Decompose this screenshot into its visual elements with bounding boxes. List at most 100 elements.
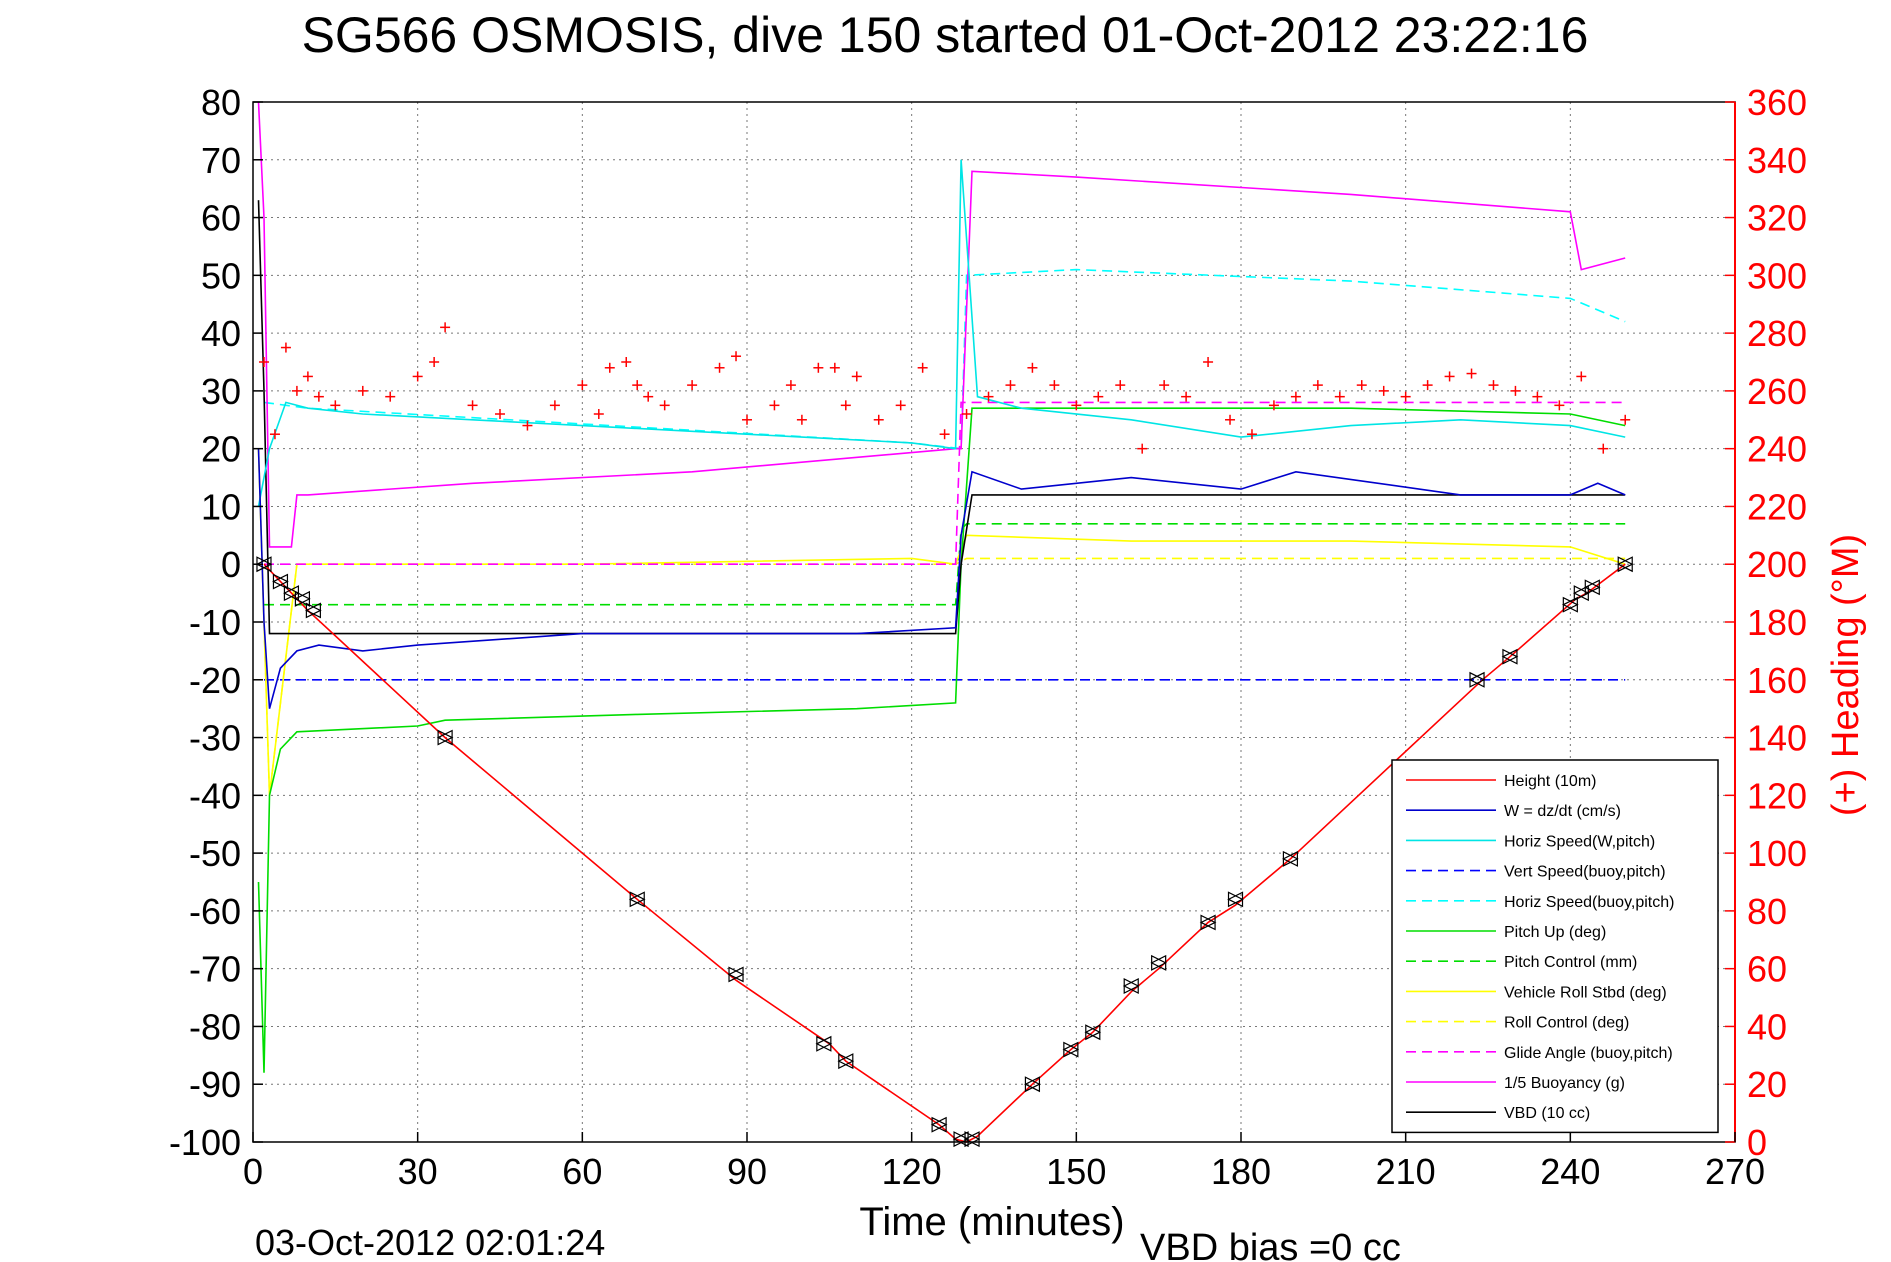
x-tick-label: 210 (1376, 1151, 1436, 1192)
legend-label: Vehicle Roll Stbd (deg) (1504, 984, 1667, 1001)
timestamp-footer: 03-Oct-2012 02:01:24 (255, 1222, 605, 1262)
heading-point (621, 357, 632, 367)
series-layer (257, 101, 1626, 1143)
dive-marker (1583, 579, 1601, 596)
heading-point (291, 385, 302, 396)
heading-point (412, 371, 423, 382)
dive-marker (1024, 1076, 1041, 1093)
legend-label: W = dz/dt (cm/s) (1504, 803, 1621, 820)
dive-marker (1084, 1024, 1102, 1041)
legend-label: Roll Control (deg) (1504, 1015, 1629, 1032)
heading-point (429, 357, 440, 367)
dive-marker (815, 1035, 833, 1052)
y2-tick-label: 280 (1747, 313, 1807, 354)
x-tick-label: 270 (1705, 1151, 1765, 1192)
heading-point (742, 414, 752, 425)
y2-tick-label: 360 (1747, 82, 1807, 123)
y-tick-label: -50 (189, 833, 241, 874)
heading-point (1488, 380, 1499, 391)
heading-point (1356, 380, 1367, 391)
heading-point (1444, 371, 1455, 382)
y-tick-label: -70 (189, 949, 241, 990)
y-tick-label: -10 (189, 602, 241, 643)
y2-tick-label: 180 (1747, 602, 1807, 643)
heading-point (1093, 391, 1104, 402)
dive-marker (305, 602, 322, 619)
y-tick-label: 10 (201, 486, 241, 527)
heading-point (258, 357, 269, 367)
y-tick-label: 40 (201, 313, 241, 354)
heading-point (895, 400, 906, 411)
y-tick-label: -100 (169, 1122, 241, 1163)
series-horiz-speed-buoy-pitch (263, 268, 1626, 450)
heading-point (1071, 400, 1082, 411)
heading-point (1576, 371, 1587, 382)
x-tick-label: 30 (398, 1151, 438, 1192)
dive-marker (294, 590, 311, 607)
heading-point (1027, 362, 1038, 373)
y-tick-label: -40 (189, 775, 241, 816)
heading-point (440, 322, 451, 333)
y-tick-label: 80 (201, 82, 241, 123)
series-pitch-control-mm (264, 522, 1626, 606)
heading-point (983, 391, 994, 402)
heading-point (577, 380, 588, 391)
legend-label: VBD (10 cc) (1504, 1105, 1590, 1122)
legend-box (1391, 759, 1719, 1134)
y-tick-label: 50 (201, 255, 241, 296)
legend-label: Glide Angle (buoy,pitch) (1504, 1045, 1673, 1062)
legend: Height (10m) W = dz/dt (cm/s) Horiz Speed(… (1391, 759, 1719, 1134)
heading-point (1005, 380, 1016, 391)
y2-tick-label: 0 (1747, 1122, 1767, 1163)
heading-point (796, 414, 807, 425)
dive-marker (272, 573, 289, 590)
heading-point (939, 429, 950, 440)
heading-point (714, 362, 725, 373)
heading-point (330, 400, 341, 411)
dive-marker (436, 729, 454, 746)
heading-point (1225, 414, 1236, 425)
heading-point (1290, 391, 1301, 402)
y-tick-label: 0 (221, 544, 241, 585)
y-tick-label: -60 (189, 891, 241, 932)
right-axis-label: (+) Heading (°M) (1825, 534, 1867, 816)
series-1-5-buoyancy-g (257, 101, 1626, 548)
chart-title: SG566 OSMOSIS, dive 150 started 01-Oct-2… (302, 7, 1589, 63)
right-axis: 0 20 40 60 80 100 120 140 160 180 200 220 240 260 280 3… (1725, 82, 1807, 1163)
legend-label: Pitch Up (deg) (1504, 924, 1606, 941)
heading-point (1620, 414, 1631, 425)
dive-marker (1282, 850, 1299, 867)
heading-point (687, 380, 698, 391)
heading-point (495, 409, 505, 419)
heading-point (659, 400, 670, 411)
y-tick-label: 20 (201, 429, 241, 470)
heading-point (604, 362, 615, 373)
y2-tick-label: 140 (1747, 718, 1807, 759)
dive-marker (1062, 1041, 1080, 1058)
heading-point (917, 362, 928, 373)
bottom-axis: 0 30 60 90 120 150 180 210 240 270 (243, 1132, 1765, 1192)
heading-point (1554, 400, 1565, 411)
heading-point (769, 400, 780, 411)
y-tick-label: 70 (201, 140, 241, 181)
dive-marker (837, 1053, 855, 1070)
dive-marker (930, 1116, 948, 1133)
heading-point (829, 362, 840, 373)
heading-point (1181, 391, 1192, 402)
legend-label: Pitch Control (mm) (1504, 954, 1637, 971)
series-w-dz-dt-cm-s (257, 448, 1626, 709)
y2-tick-label: 120 (1747, 775, 1807, 816)
dive-marker (1616, 556, 1634, 573)
vbd-bias-footer: VBD bias =0 cc (1140, 1227, 1401, 1262)
y2-tick-label: 160 (1747, 660, 1807, 701)
x-tick-label: 180 (1211, 1151, 1271, 1192)
dive-marker (628, 891, 646, 908)
y2-tick-label: 240 (1747, 429, 1807, 470)
y2-tick-label: 260 (1747, 371, 1807, 412)
y2-tick-label: 220 (1747, 486, 1807, 527)
heading-point (1137, 443, 1148, 454)
heading-point (643, 391, 654, 402)
y2-tick-label: 20 (1747, 1064, 1787, 1105)
y2-tick-label: 60 (1747, 949, 1787, 990)
